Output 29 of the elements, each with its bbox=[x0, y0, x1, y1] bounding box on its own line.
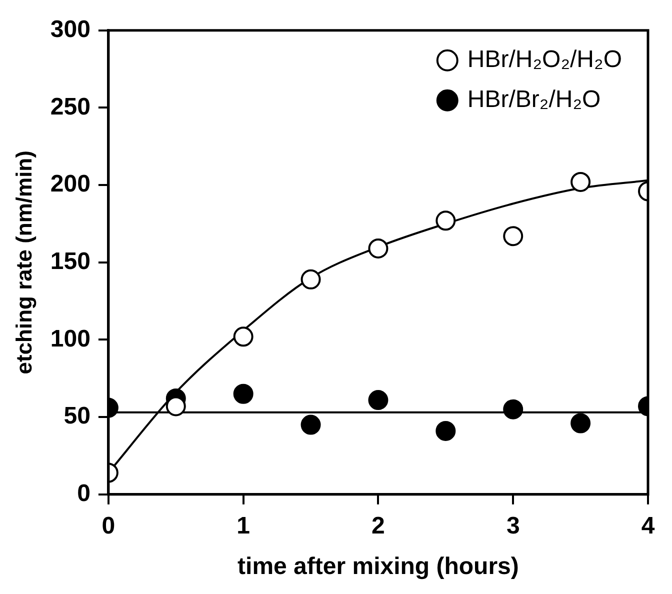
point bbox=[233, 326, 254, 347]
y-tick-label: 0 bbox=[77, 480, 90, 508]
point bbox=[436, 420, 456, 441]
y-tick-label: 50 bbox=[64, 402, 90, 430]
point bbox=[570, 172, 591, 192]
point bbox=[503, 399, 524, 420]
point bbox=[503, 226, 524, 246]
point bbox=[368, 238, 388, 258]
x-tick-label: 0 bbox=[102, 512, 116, 540]
x-tick-label: 4 bbox=[641, 512, 656, 540]
point bbox=[233, 384, 254, 404]
x-axis-title: time after mixing (hours) bbox=[238, 553, 519, 580]
point bbox=[368, 390, 388, 410]
y-tick-label: 100 bbox=[50, 325, 90, 352]
point bbox=[436, 210, 456, 231]
y-axis-title: etching rate (nm/min) bbox=[11, 150, 36, 374]
x-tick-label: 1 bbox=[236, 512, 250, 540]
point bbox=[300, 269, 321, 290]
x-tick-label: 3 bbox=[506, 512, 520, 540]
y-tick-label: 150 bbox=[50, 248, 90, 276]
point bbox=[300, 414, 321, 435]
legend-label: HBr/Br₂/H₂O bbox=[467, 86, 601, 114]
y-tick-label: 300 bbox=[50, 16, 90, 44]
x-tick-label: 2 bbox=[372, 512, 385, 540]
y-tick-label: 200 bbox=[50, 170, 90, 198]
point bbox=[570, 413, 591, 434]
point bbox=[166, 396, 186, 416]
y-tick-label: 250 bbox=[50, 93, 90, 120]
legend-label: HBr/H₂O₂/H₂O bbox=[467, 46, 622, 74]
